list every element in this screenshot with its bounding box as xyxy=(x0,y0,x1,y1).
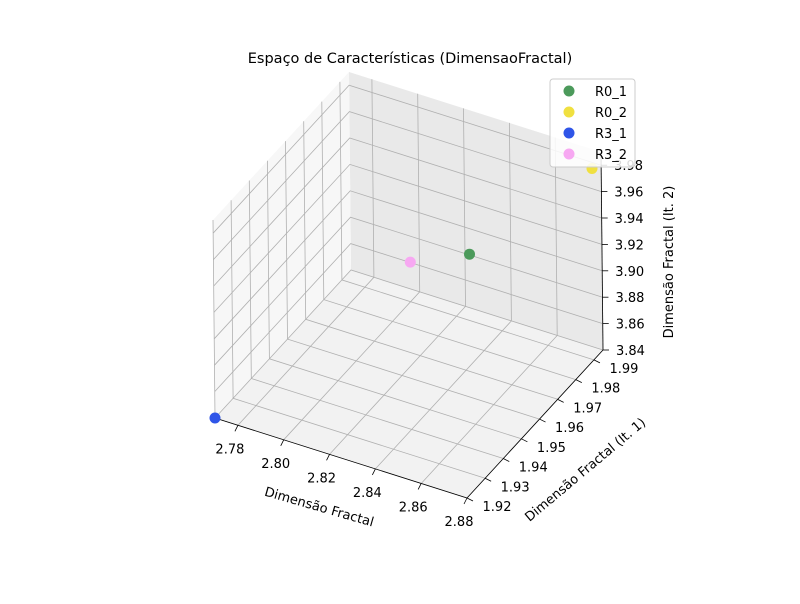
y-tick xyxy=(503,458,510,462)
legend-marker xyxy=(563,85,575,97)
x-tick-label: 2.86 xyxy=(399,500,428,515)
axis-panes xyxy=(213,72,603,498)
legend-label: R0_1 xyxy=(595,85,627,100)
legend-label: R3_1 xyxy=(595,127,627,142)
x-tick-label: 2.78 xyxy=(215,442,244,457)
legend-box xyxy=(549,78,636,168)
x-tick-label: 2.88 xyxy=(445,515,474,530)
y-tick xyxy=(575,379,582,383)
y-tick xyxy=(484,477,492,482)
z-gridline xyxy=(213,163,603,313)
y-tick-label: 1.98 xyxy=(591,382,620,397)
data-point-r3-1 xyxy=(209,412,221,424)
legend-items: R0_1 R0_2 R3_1 R3_2 xyxy=(563,85,627,163)
x-tick xyxy=(463,497,468,505)
z-tick-label: 3.92 xyxy=(615,238,644,253)
y-tick-label: 1.96 xyxy=(555,421,584,436)
z-tick-label: 3.88 xyxy=(615,291,644,306)
y-tick-label: 1.95 xyxy=(537,441,566,456)
legend-marker xyxy=(563,106,575,118)
z-axis-line xyxy=(600,151,604,351)
data-point-r0-1 xyxy=(464,248,475,260)
x-tick-label: 2.84 xyxy=(353,486,382,501)
data-point-r3-2 xyxy=(404,256,416,268)
z-axis-label: Dimensão Fractal (It. 2) xyxy=(662,186,677,339)
axes: 2.78 2.80 2.82 2.84 2.86 2.88 1.92 1.93 1.94 1.95… xyxy=(214,151,645,530)
z-tick-label: 3.94 xyxy=(615,212,644,227)
z-tick-label: 3.96 xyxy=(614,186,643,201)
back-pane xyxy=(349,72,603,350)
z-tick-label: 3.84 xyxy=(616,344,645,359)
x-tick xyxy=(234,425,239,432)
x-tick xyxy=(417,483,422,490)
legend-marker xyxy=(563,148,575,160)
gridlines xyxy=(212,79,604,499)
z-gridline xyxy=(214,269,604,419)
y-tick xyxy=(521,438,528,443)
y-axis-line xyxy=(466,349,604,499)
y-tick xyxy=(593,359,601,364)
y-tick-label: 1.92 xyxy=(483,500,512,515)
legend-marker xyxy=(563,127,575,139)
z-gridline xyxy=(214,216,603,366)
legend-label: R3_2 xyxy=(595,148,627,163)
z-gridline xyxy=(214,243,603,392)
chart-title: Espaço de Características (DimensaoFract… xyxy=(248,51,572,67)
x-tick-label: 2.82 xyxy=(307,471,336,486)
x-tick xyxy=(372,468,376,476)
x-tick-label: 2.80 xyxy=(261,457,290,472)
y-tick-label: 1.97 xyxy=(573,401,602,416)
y-tick-label: 1.99 xyxy=(609,362,638,377)
side-pane xyxy=(213,72,351,418)
x-tick xyxy=(280,439,285,446)
legend: R0_1 R0_2 R3_1 R3_2 xyxy=(549,78,636,168)
z-tick-label: 3.86 xyxy=(616,318,645,333)
y-tick-label: 1.94 xyxy=(519,461,548,476)
y-tick-label: 1.93 xyxy=(501,480,530,495)
x-axis-line xyxy=(214,417,468,499)
z-tick-label: 3.90 xyxy=(615,265,644,280)
y-tick xyxy=(539,418,546,423)
y-tick xyxy=(466,497,474,502)
z-gridline xyxy=(212,84,602,234)
z-gridline xyxy=(213,111,602,260)
z-gridline xyxy=(213,137,602,287)
x-tick xyxy=(326,454,330,461)
z-gridline xyxy=(213,190,603,340)
y-tick xyxy=(557,398,564,403)
legend-label: R0_2 xyxy=(595,106,627,121)
